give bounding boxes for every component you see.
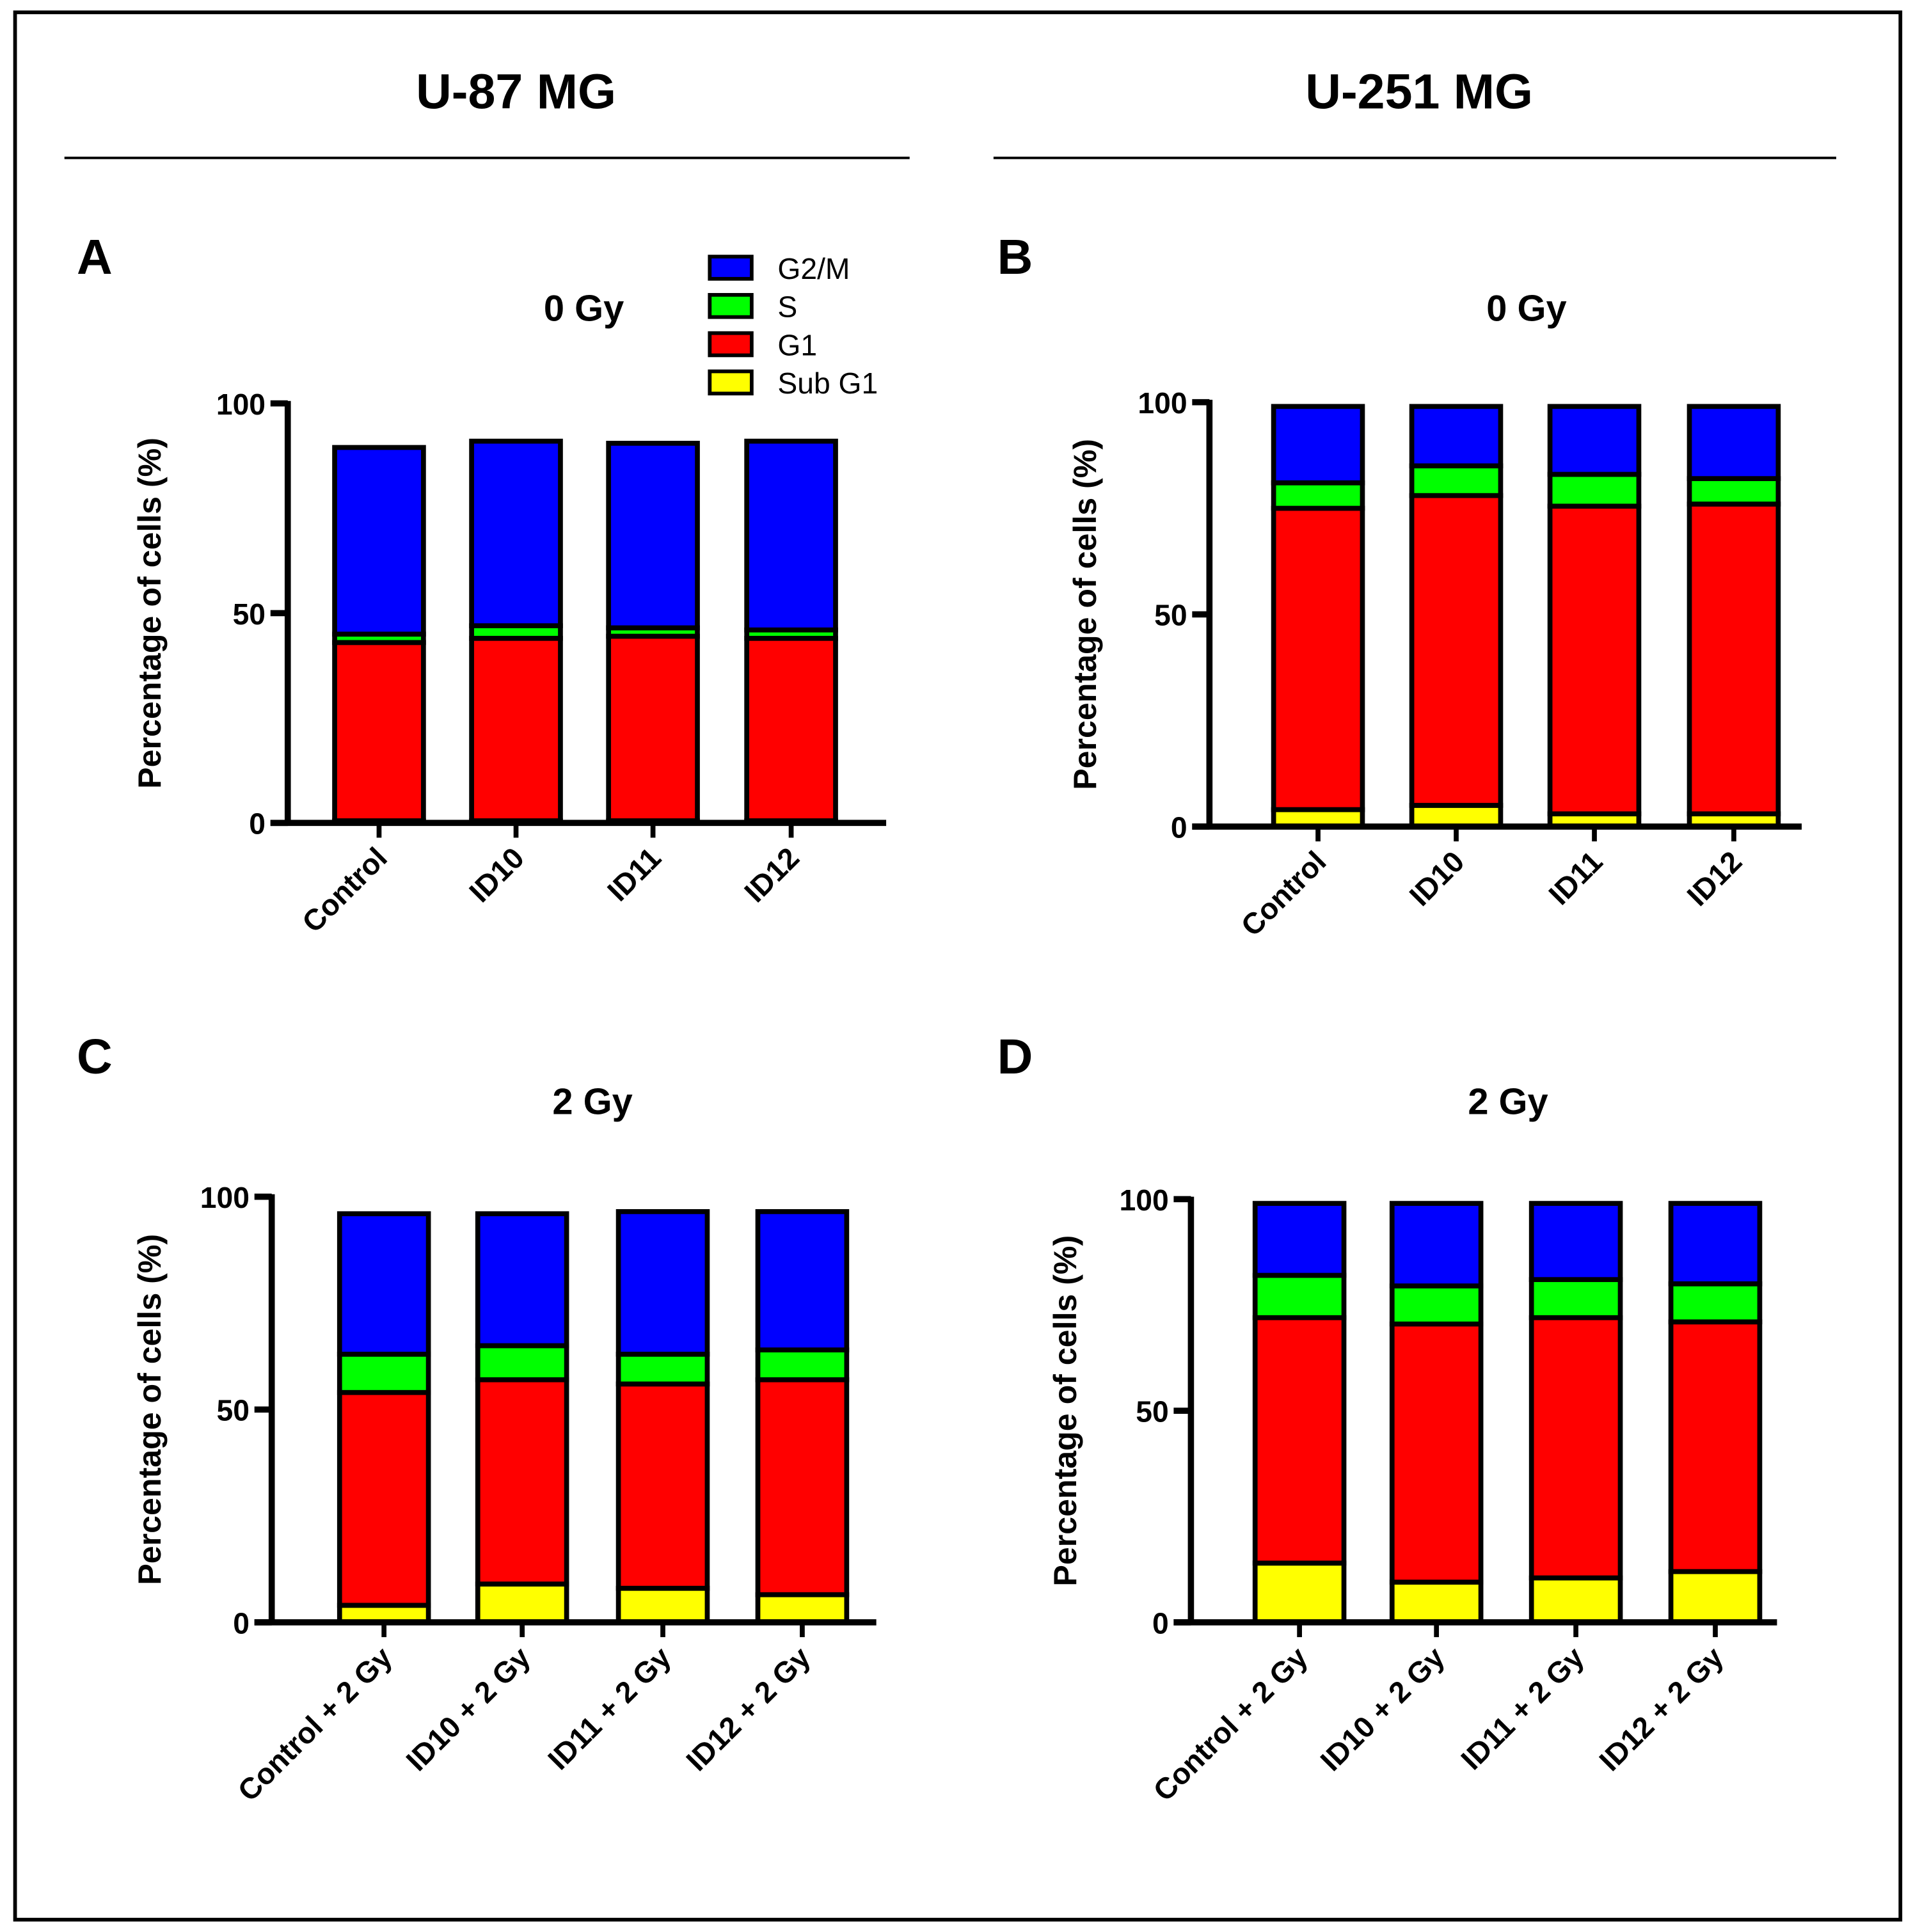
panel-label: A <box>77 230 113 285</box>
bar-segment-g1 <box>337 1390 431 1608</box>
bar-segment-sub-g1 <box>1668 1569 1763 1625</box>
y-tick-label: 50 <box>1154 599 1187 632</box>
bar-segment-g1 <box>1409 493 1504 808</box>
legend: G2/M S G1 Sub G1 <box>708 252 878 400</box>
bar-segment-sub-g1 <box>755 1592 850 1625</box>
legend-label: Sub G1 <box>777 367 878 400</box>
bar-segment-g2-m <box>332 445 426 637</box>
y-tick-label: 100 <box>216 388 266 421</box>
bar-segment-s <box>337 1351 431 1395</box>
bar-segment-g1 <box>1252 1315 1347 1566</box>
bar-segment-s <box>1252 1272 1347 1320</box>
bar-segment-g1 <box>1547 503 1642 817</box>
bar-segment-s <box>755 1347 850 1382</box>
y-tick-label: 0 <box>1171 811 1187 844</box>
bar-segment-g2-m <box>1687 404 1781 481</box>
legend-swatch <box>708 331 754 358</box>
bar-segment-g2-m <box>1528 1201 1623 1283</box>
bar-segment-s <box>1389 1283 1484 1327</box>
bar-segment-s <box>1687 476 1781 507</box>
bar-segment-g2-m <box>1252 1201 1347 1278</box>
bar-segment-g1 <box>1389 1321 1484 1585</box>
bar-segment-sub-g1 <box>475 1581 569 1625</box>
panel-title: 2 Gy <box>1468 1081 1548 1122</box>
bar-segment-g2-m <box>606 441 700 631</box>
bar-segment-g2-m <box>1389 1201 1484 1288</box>
bar-segment-s <box>1271 480 1365 511</box>
y-tick-label: 100 <box>1138 386 1187 420</box>
panel-title: 2 Gy <box>552 1081 632 1122</box>
bar-segment-g1 <box>755 1377 850 1597</box>
bar-segment-sub-g1 <box>1528 1575 1623 1625</box>
y-tick-label: 0 <box>233 1606 250 1640</box>
bar-segment-sub-g1 <box>1389 1580 1484 1625</box>
y-tick-label: 50 <box>233 598 266 631</box>
bar-segment-g1 <box>606 633 700 823</box>
bar-segment-sub-g1 <box>1252 1560 1347 1625</box>
legend-swatch <box>708 255 754 281</box>
legend-swatch <box>708 293 754 319</box>
panel-label: C <box>77 1029 113 1084</box>
y-tick-label: 100 <box>1119 1184 1168 1217</box>
y-tick-label: 0 <box>249 807 266 841</box>
bar-segment-g1 <box>1687 502 1781 817</box>
bar-segment-g2-m <box>469 438 563 628</box>
bar-segment-g2-m <box>744 438 838 633</box>
y-axis-label: Percentage of cells (%) <box>1047 1235 1083 1587</box>
bar-segment-sub-g1 <box>1409 803 1504 829</box>
bar-segment-s <box>475 1343 569 1382</box>
bar-segment-g1 <box>1528 1315 1623 1581</box>
legend-swatch <box>708 369 754 396</box>
y-tick-label: 100 <box>200 1181 250 1214</box>
panel-label: B <box>997 230 1033 285</box>
bar-segment-g2-m <box>475 1211 569 1349</box>
y-axis-label: Percentage of cells (%) <box>132 1234 168 1585</box>
figure-border <box>13 10 1903 1922</box>
panel-title: 0 Gy <box>544 288 624 329</box>
y-tick-label: 50 <box>1136 1395 1168 1429</box>
bar-segment-g1 <box>744 635 838 823</box>
bar-segment-g1 <box>475 1377 569 1587</box>
bar-segment-g2-m <box>1409 404 1504 469</box>
bar-segment-g2-m <box>1547 404 1642 477</box>
bar-segment-s <box>1547 471 1642 509</box>
y-tick-label: 0 <box>1152 1606 1169 1640</box>
y-axis-label: Percentage of cells (%) <box>1067 439 1103 790</box>
bar-segment-g1 <box>615 1381 710 1591</box>
bar-segment-s <box>1409 463 1504 498</box>
bar-segment-sub-g1 <box>615 1585 710 1625</box>
bar-segment-g1 <box>1271 505 1365 812</box>
bar-segment-s <box>1528 1277 1623 1320</box>
header-u251: U-251 MG <box>1305 65 1533 120</box>
bar-segment-g1 <box>1668 1319 1763 1574</box>
bar-segment-g2-m <box>337 1211 431 1357</box>
bar-segment-g1 <box>332 640 426 823</box>
y-axis-label: Percentage of cells (%) <box>132 438 168 789</box>
bar-segment-g2-m <box>755 1209 850 1353</box>
legend-label: G2/M <box>777 252 850 285</box>
legend-label: S <box>777 290 797 324</box>
bar-segment-g2-m <box>1271 404 1365 486</box>
bar-segment-g2-m <box>1668 1201 1763 1287</box>
y-tick-label: 50 <box>217 1394 250 1427</box>
panel-label: D <box>997 1029 1033 1084</box>
bar-segment-s <box>1668 1281 1763 1325</box>
bar-segment-s <box>615 1351 710 1387</box>
panel-title: 0 Gy <box>1486 288 1566 329</box>
bar-segment-g1 <box>469 635 563 823</box>
bar-segment-g2-m <box>615 1209 710 1357</box>
legend-label: G1 <box>777 328 817 361</box>
header-u87: U-87 MG <box>416 65 616 120</box>
